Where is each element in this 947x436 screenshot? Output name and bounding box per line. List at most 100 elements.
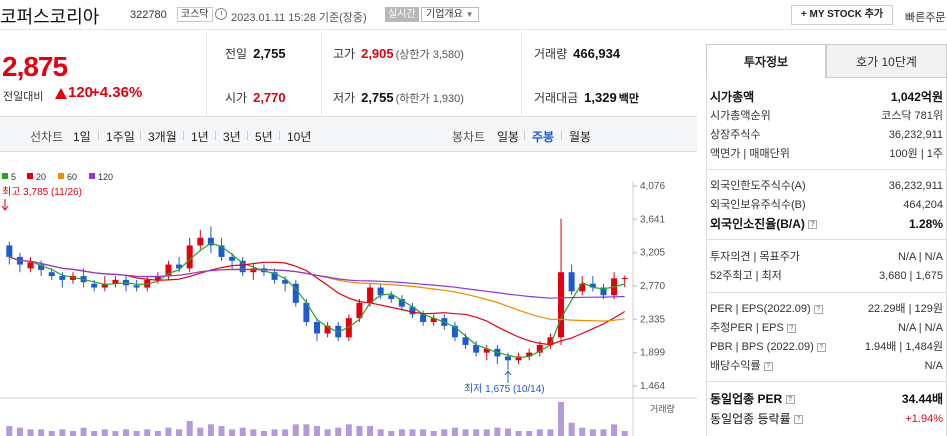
tab-separator xyxy=(247,131,248,140)
divider xyxy=(206,31,207,117)
w52-value: 3,680 | 1,675 xyxy=(878,270,943,282)
volume-bar xyxy=(335,427,342,436)
divider xyxy=(321,31,322,117)
opinion-row: 투자의견 | 목표주가 N/A | N/A xyxy=(710,248,943,266)
volume-bar xyxy=(207,424,214,436)
tab-separator xyxy=(183,131,184,140)
volume-bar xyxy=(6,426,13,436)
max-arrow-icon xyxy=(1,199,9,211)
candle-body xyxy=(282,279,289,284)
volume-bar xyxy=(345,424,352,436)
pbr-label: PBR | BPS (2022.09) xyxy=(710,341,814,353)
volume-bar xyxy=(547,429,554,436)
help-icon[interactable]: ? xyxy=(763,361,773,371)
tab-period-3y[interactable]: 3년 xyxy=(223,130,241,144)
foreign-limit-label: 외국인한도주식수(A) xyxy=(710,180,806,192)
divider xyxy=(706,292,947,293)
volume-bar xyxy=(388,431,395,436)
w52-row: 52주최고 | 최저 3,680 | 1,675 xyxy=(710,267,943,285)
price-chart[interactable]: 4,076 3,641 3,205 2,770 2,335 1,899 1,464 5 20 60… xyxy=(0,153,697,436)
change-label: 전일대비 xyxy=(3,91,44,103)
add-mystock-button[interactable]: + MY STOCK 추가 xyxy=(791,5,893,25)
tab-candle-monthly[interactable]: 월봉 xyxy=(569,130,592,144)
tab-order-book[interactable]: 호가 10단계 xyxy=(826,44,947,78)
help-icon[interactable]: ? xyxy=(786,323,796,333)
tab-period-10y[interactable]: 10년 xyxy=(287,130,312,144)
tab-period-5y[interactable]: 5년 xyxy=(255,130,273,144)
volume-bar xyxy=(260,431,267,436)
candle-body xyxy=(38,264,45,270)
volume-bar xyxy=(80,427,87,436)
dividend-value: N/A xyxy=(924,360,943,372)
tab-candle-weekly[interactable]: 주봉 xyxy=(532,130,555,144)
tab-period-3m[interactable]: 3개월 xyxy=(148,130,177,144)
foreign-hold-label: 외국인보유주식수(B) xyxy=(710,199,806,211)
dividend-label-wrap: 배당수익률 ? xyxy=(710,357,773,375)
volume-bar xyxy=(558,402,565,436)
candle-body xyxy=(154,276,161,280)
candle-body xyxy=(600,287,607,296)
help-icon[interactable]: ? xyxy=(813,304,823,314)
volume-bar xyxy=(218,426,225,436)
candle-body xyxy=(367,287,374,303)
y-tick-label: 1,464 xyxy=(640,381,665,392)
industry-per-value: 34.44배 xyxy=(901,392,943,406)
help-icon[interactable]: ? xyxy=(808,220,818,230)
tab-separator xyxy=(524,131,525,140)
candle-body xyxy=(536,344,543,353)
tab-candle-daily[interactable]: 일봉 xyxy=(497,130,520,144)
candle-chart-label[interactable]: 봉차트 xyxy=(452,130,486,144)
volume-bar xyxy=(165,427,172,436)
volume-bar xyxy=(154,431,161,436)
line-chart-label[interactable]: 선차트 xyxy=(30,130,64,144)
candle-body xyxy=(239,260,246,273)
volume-bar xyxy=(420,429,427,436)
legend-label: 20 xyxy=(36,172,46,182)
quick-order-link[interactable]: 빠른주문 xyxy=(905,12,946,24)
candle-body xyxy=(112,279,119,284)
help-icon[interactable]: ? xyxy=(785,395,795,405)
volume-bar xyxy=(133,431,140,436)
candle-body xyxy=(314,321,320,334)
trade-amount: 거래대금 1,329 백만 xyxy=(534,89,639,106)
candle-body xyxy=(547,337,554,345)
candle-body xyxy=(420,314,427,322)
low-price: 저가 2,755 (하한가 1,930) xyxy=(333,89,464,106)
legend-swatch xyxy=(89,173,95,179)
tab-investment-info[interactable]: 투자정보 xyxy=(706,44,826,78)
foreign-ratio-label-wrap: 외국인소진율(B/A) ? xyxy=(710,215,818,233)
legend-swatch xyxy=(27,173,33,179)
volume-bar xyxy=(494,427,501,436)
market-cap-rank-row: 시가총액순위 코스닥 781위 xyxy=(710,107,943,125)
volume-bar xyxy=(59,429,66,436)
dividend-row: 배당수익률 ? N/A xyxy=(710,357,943,375)
candle-body xyxy=(165,264,172,277)
rank-value: 코스닥 781위 xyxy=(881,110,943,122)
change-value: 120 xyxy=(68,84,94,101)
volume-bar xyxy=(441,429,448,436)
per-label: PER | EPS(2022.09) xyxy=(710,303,811,315)
volume-bar xyxy=(16,427,23,436)
par-value: 100원 | 1주 xyxy=(889,148,943,160)
volume-label: 거래량 xyxy=(534,47,568,61)
max-price-annotation: 최고 3,785 (11/26) xyxy=(2,186,82,198)
candle-body xyxy=(229,256,236,261)
min-arrow-icon xyxy=(504,370,512,383)
up-triangle-icon xyxy=(55,88,67,99)
candle-body xyxy=(515,356,522,361)
volume-bar xyxy=(38,429,45,436)
tab-period-1y[interactable]: 1년 xyxy=(191,130,209,144)
tab-period-1d[interactable]: 1일 xyxy=(73,130,91,144)
candle-body xyxy=(430,318,437,322)
company-info-dropdown[interactable]: 기업개요 ▼ xyxy=(421,7,479,22)
tab-period-1w[interactable]: 1주일 xyxy=(106,130,135,144)
volume-bar xyxy=(483,429,490,436)
shares-value: 36,232,911 xyxy=(888,129,943,141)
candle-body xyxy=(197,237,204,246)
help-icon[interactable]: ? xyxy=(816,342,826,352)
shares-label: 상장주식수 xyxy=(710,129,761,141)
prev-close: 전일 2,755 xyxy=(225,45,286,62)
volume-bar xyxy=(377,429,384,436)
realtime-button[interactable]: 실시간 xyxy=(385,7,419,22)
help-icon[interactable]: ? xyxy=(793,415,803,425)
